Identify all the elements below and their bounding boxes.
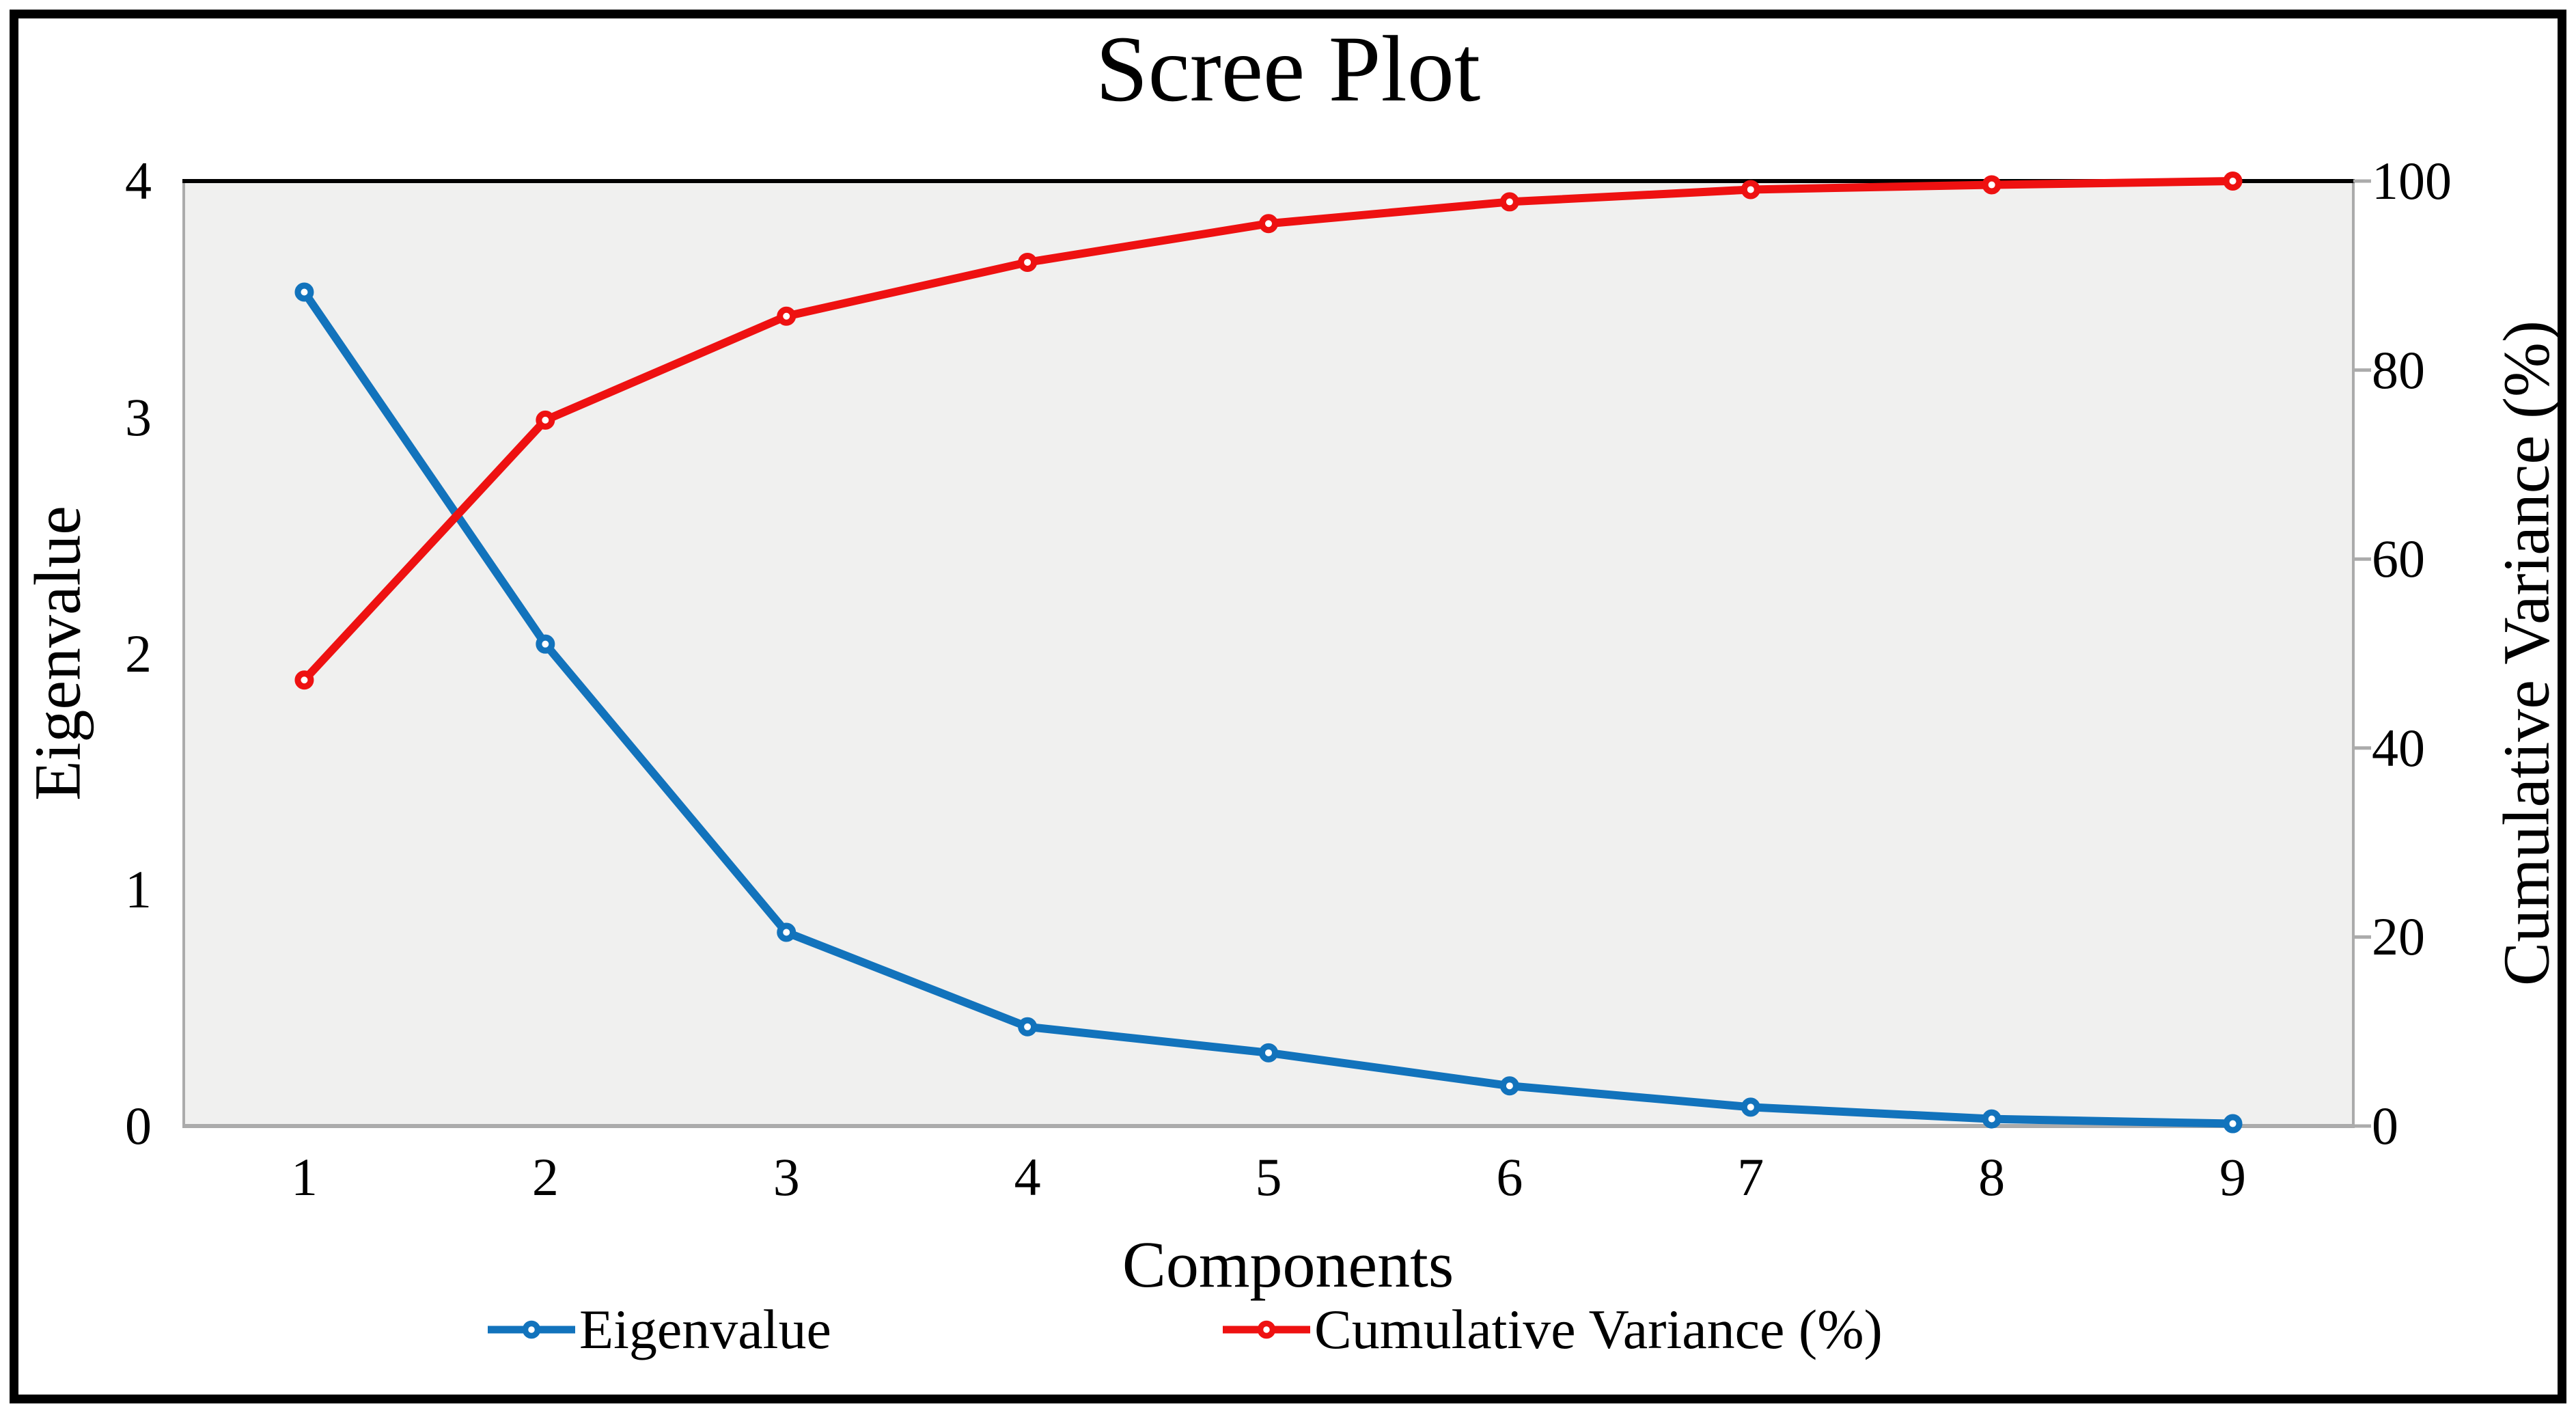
eigenvalue-marker-8 xyxy=(1982,1109,2002,1129)
x-tick-label: 2 xyxy=(531,1147,559,1207)
x-tick-label: 4 xyxy=(1014,1147,1041,1207)
legend-label: Cumulative Variance (%) xyxy=(1314,1298,1883,1360)
eigenvalue-marker-1 xyxy=(294,282,314,302)
eigenvalue-marker-6 xyxy=(1499,1076,1519,1096)
y-left-tick-label: 2 xyxy=(125,623,152,683)
eigenvalue-marker-3 xyxy=(777,922,797,942)
eigenvalue-marker-5 xyxy=(1259,1043,1278,1062)
y-right-tick-label: 40 xyxy=(2372,717,2425,778)
eigenvalue-marker-9 xyxy=(2223,1114,2243,1134)
x-axis-title: Components xyxy=(1122,1228,1454,1301)
y-right-tick-label: 0 xyxy=(2372,1096,2398,1155)
y-right-tick-label: 60 xyxy=(2372,529,2425,589)
cumulative-variance-marker-1 xyxy=(294,670,314,690)
legend-marker-icon xyxy=(1223,1320,1310,1339)
y-right-axis-title: Cumulative Variance (%) xyxy=(2489,320,2563,986)
y-left-tick-label: 1 xyxy=(125,860,152,920)
eigenvalue-marker-4 xyxy=(1018,1017,1038,1037)
x-tick-label: 5 xyxy=(1255,1147,1282,1207)
cumulative-variance-marker-4 xyxy=(1018,252,1038,272)
legend-label: Eigenvalue xyxy=(579,1298,831,1360)
y-right-tick-label: 100 xyxy=(2372,151,2452,210)
cumulative-variance-marker-6 xyxy=(1499,192,1519,212)
y-right-tick-label: 80 xyxy=(2372,340,2425,400)
cumulative-variance-marker-7 xyxy=(1741,180,1760,200)
x-tick-label: 6 xyxy=(1496,1147,1523,1207)
y-left-tick-label: 0 xyxy=(125,1096,152,1155)
x-tick-label: 3 xyxy=(773,1147,800,1207)
cumulative-variance-marker-3 xyxy=(777,306,797,326)
y-right-tick-label: 20 xyxy=(2372,907,2425,967)
legend-item-cumulative-variance: Cumulative Variance (%) xyxy=(1221,1290,1883,1369)
cumulative-variance-marker-9 xyxy=(2223,172,2243,191)
legend-marker-icon xyxy=(488,1320,575,1339)
eigenvalue-marker-2 xyxy=(536,634,555,654)
x-tick-label: 7 xyxy=(1737,1147,1764,1207)
cumulative-variance-marker-2 xyxy=(536,410,555,430)
cumulative-variance-marker-5 xyxy=(1259,214,1278,234)
y-left-tick-label: 4 xyxy=(125,151,152,210)
eigenvalue-marker-7 xyxy=(1741,1097,1760,1117)
chart-title: Scree Plot xyxy=(1095,16,1481,121)
legend-item-eigenvalue: Eigenvalue xyxy=(486,1290,831,1369)
x-tick-label: 8 xyxy=(1978,1147,2006,1207)
cumulative-variance-marker-8 xyxy=(1982,175,2002,195)
x-tick-label: 9 xyxy=(2219,1147,2247,1207)
x-tick-label: 1 xyxy=(290,1147,318,1207)
figure-border xyxy=(10,10,2566,1403)
y-left-tick-label: 3 xyxy=(125,387,152,447)
